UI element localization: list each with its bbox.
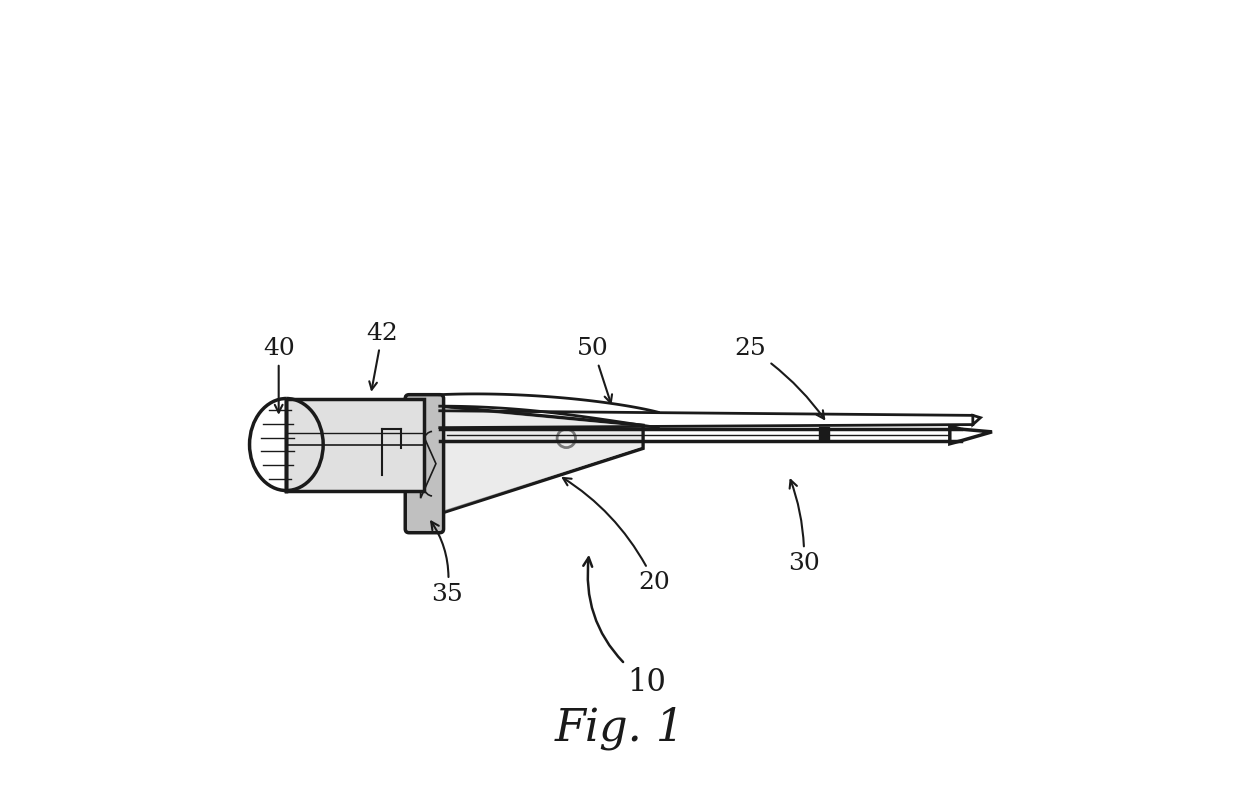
Text: Fig. 1: Fig. 1 [554, 707, 686, 750]
Text: 42: 42 [366, 322, 398, 390]
Polygon shape [441, 408, 641, 512]
Text: 40: 40 [263, 337, 295, 413]
Text: 10: 10 [583, 557, 666, 698]
Text: 50: 50 [578, 337, 613, 402]
Text: 35: 35 [432, 521, 464, 606]
Text: 25: 25 [734, 337, 825, 419]
FancyBboxPatch shape [405, 395, 444, 532]
Text: 30: 30 [789, 480, 820, 575]
Bar [286, 398, 424, 490]
Bar [820, 427, 828, 441]
Text: 20: 20 [563, 478, 671, 594]
